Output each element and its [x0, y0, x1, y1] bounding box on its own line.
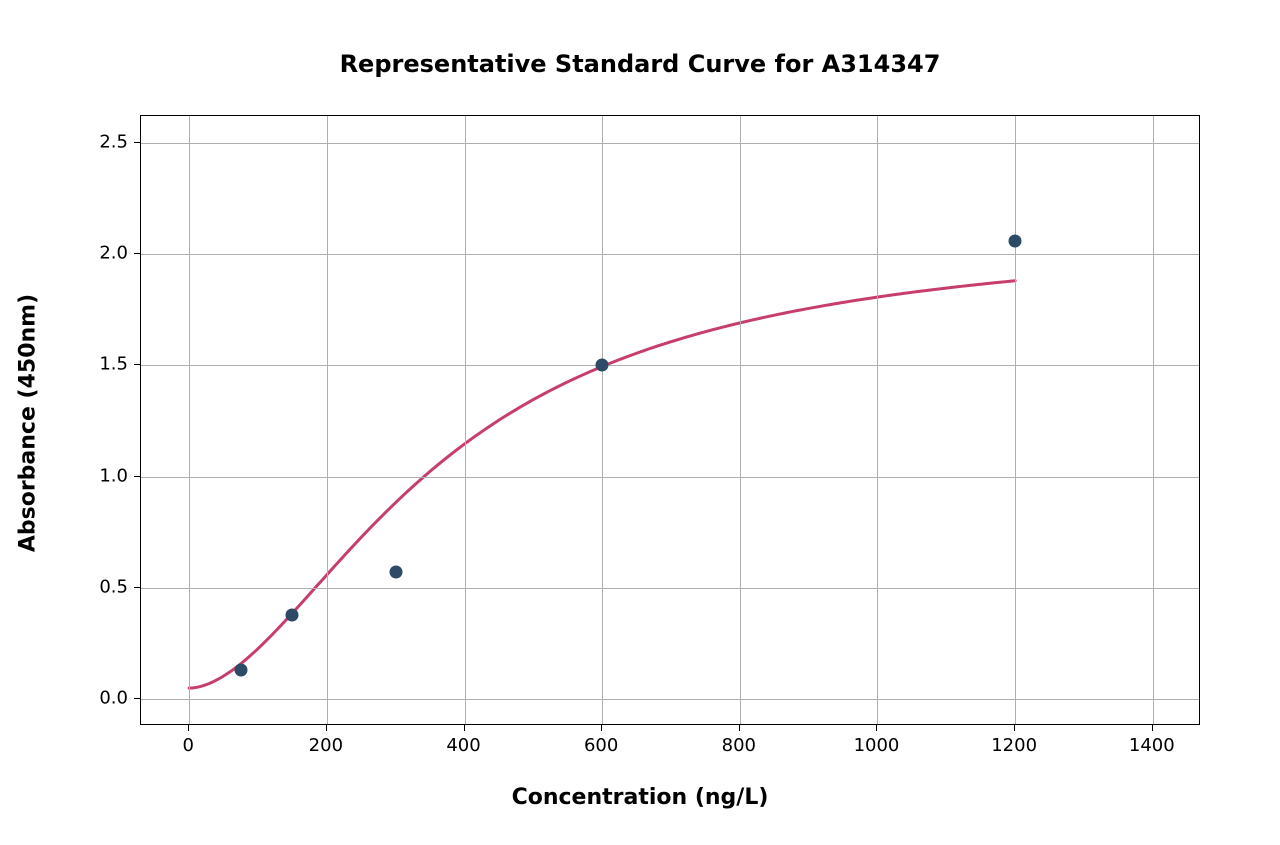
- x-axis-label: Concentration (ng/L): [512, 785, 769, 810]
- x-tick: [326, 725, 327, 731]
- y-tick-label: 1.5: [99, 354, 128, 375]
- y-tick: [134, 587, 140, 588]
- gridline-vertical: [1153, 116, 1154, 724]
- x-tick-label: 0: [182, 735, 193, 756]
- x-tick-label: 600: [584, 735, 618, 756]
- x-tick: [464, 725, 465, 731]
- data-point: [389, 566, 402, 579]
- gridline-vertical: [465, 116, 466, 724]
- gridline-horizontal: [141, 588, 1199, 589]
- gridline-vertical: [1015, 116, 1016, 724]
- y-tick: [134, 142, 140, 143]
- x-tick-label: 1200: [991, 735, 1037, 756]
- y-tick-label: 0.0: [99, 688, 128, 709]
- x-tick: [188, 725, 189, 731]
- x-tick-label: 400: [446, 735, 480, 756]
- plot-area: [140, 115, 1200, 725]
- gridline-horizontal: [141, 365, 1199, 366]
- gridline-vertical: [327, 116, 328, 724]
- x-tick: [876, 725, 877, 731]
- y-tick: [134, 253, 140, 254]
- y-tick-label: 2.0: [99, 243, 128, 264]
- data-point: [286, 608, 299, 621]
- y-tick-label: 0.5: [99, 576, 128, 597]
- y-tick: [134, 364, 140, 365]
- y-tick-label: 2.5: [99, 131, 128, 152]
- gridline-vertical: [877, 116, 878, 724]
- x-tick: [1014, 725, 1015, 731]
- gridline-horizontal: [141, 254, 1199, 255]
- fitted-curve: [141, 116, 1201, 726]
- y-tick: [134, 476, 140, 477]
- chart-container: Representative Standard Curve for A31434…: [0, 0, 1280, 845]
- y-tick-label: 1.0: [99, 465, 128, 486]
- gridline-horizontal: [141, 143, 1199, 144]
- gridline-vertical: [189, 116, 190, 724]
- gridline-horizontal: [141, 477, 1199, 478]
- chart-title: Representative Standard Curve for A31434…: [340, 50, 941, 78]
- data-point: [234, 664, 247, 677]
- data-point: [1009, 234, 1022, 247]
- x-tick: [739, 725, 740, 731]
- x-tick-label: 200: [309, 735, 343, 756]
- x-tick-label: 1000: [854, 735, 900, 756]
- data-point: [596, 359, 609, 372]
- x-tick-label: 800: [722, 735, 756, 756]
- y-axis-label: Absorbance (450nm): [16, 293, 41, 551]
- gridline-vertical: [602, 116, 603, 724]
- x-tick: [1152, 725, 1153, 731]
- x-tick-label: 1400: [1129, 735, 1175, 756]
- gridline-horizontal: [141, 699, 1199, 700]
- x-tick: [601, 725, 602, 731]
- y-tick: [134, 698, 140, 699]
- gridline-vertical: [740, 116, 741, 724]
